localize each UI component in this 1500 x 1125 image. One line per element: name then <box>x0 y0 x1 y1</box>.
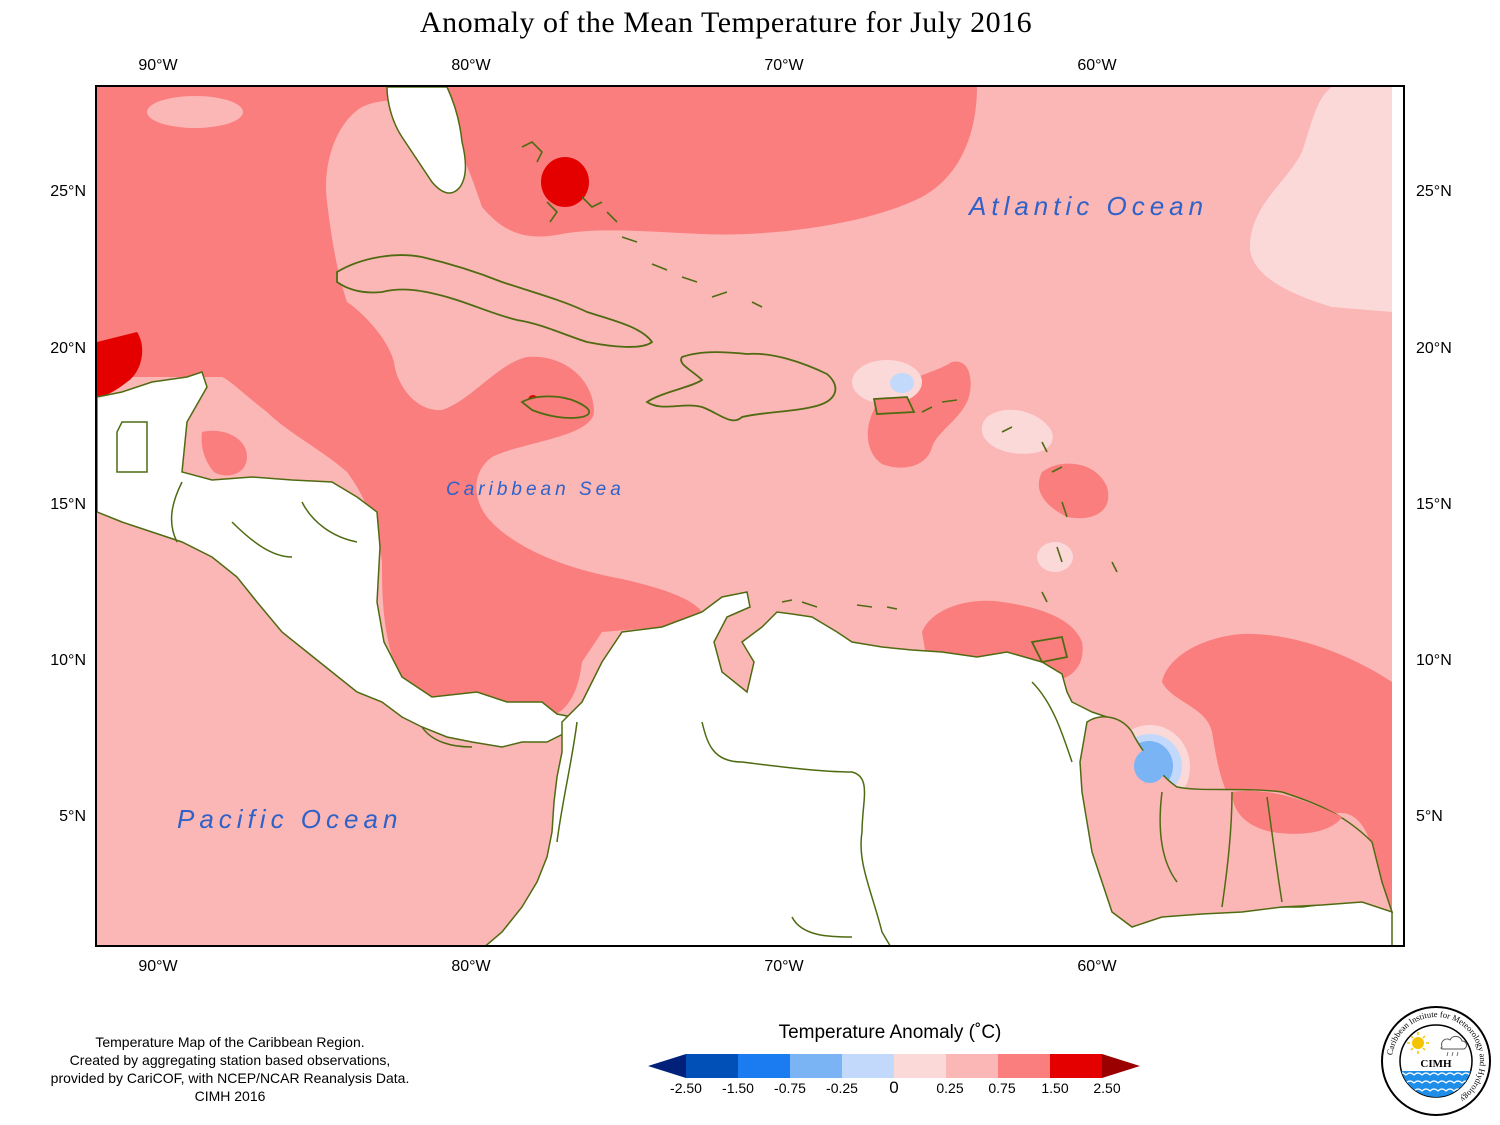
land-trinidad <box>1030 635 1069 664</box>
anomaly-zone-suriname-coast <box>1232 790 1342 834</box>
label-atlantic-ocean: Atlantic Ocean <box>969 191 1209 221</box>
legend-colorbar <box>648 1054 1140 1078</box>
legend-label: 0.75 <box>988 1080 1016 1096</box>
label-caribbean-sea: Caribbean Sea <box>446 479 625 500</box>
lat-tick-left-20n: 20°N <box>50 340 86 357</box>
legend-swatch-1 <box>686 1054 738 1078</box>
legend-swatch-4 <box>842 1054 894 1078</box>
lat-tick-left-15n: 15°N <box>50 496 86 513</box>
cimh-logo: Caribbean Institute for Meteorology and … <box>1381 1006 1491 1116</box>
small-islands <box>521 141 1118 610</box>
lon-tick-bottom-80w: 80°W <box>451 958 491 975</box>
lon-tick-top-90w: 90°W <box>138 57 178 74</box>
legend-swatch-8 <box>1050 1054 1102 1078</box>
lat-tick-right-25n: 25°N <box>1416 183 1452 200</box>
land-puerto-rico <box>872 396 916 415</box>
lon-tick-bottom-60w: 60°W <box>1077 958 1117 975</box>
legend-label: -2.50 <box>670 1080 702 1096</box>
anomaly-zone-guianas <box>1162 633 1392 932</box>
lat-tick-right-15n: 15°N <box>1416 496 1452 513</box>
anomaly-hotspot-yucatan <box>97 332 143 397</box>
lat-tick-left-25n: 25°N <box>50 183 86 200</box>
lon-tick-bottom-70w: 70°W <box>764 958 804 975</box>
anomaly-patch-windwards-neutral <box>1037 542 1073 572</box>
legend-title: Temperature Anomaly (˚C) <box>778 1022 1002 1043</box>
caption-line: Temperature Map of the Caribbean Region. <box>95 1034 365 1050</box>
legend-label: 2.50 <box>1093 1080 1121 1096</box>
anomaly-patch-gulf <box>147 96 243 128</box>
lat-tick-left-10n: 10°N <box>50 652 86 669</box>
land-guianas <box>1079 716 1394 928</box>
lat-tick-right-20n: 20°N <box>1416 340 1452 357</box>
caption-line: CIMH 2016 <box>194 1088 266 1104</box>
map-title: Anomaly of the Mean Temperature for July… <box>419 6 1033 39</box>
anomaly-patch-honduras <box>201 430 247 476</box>
legend-label: 0.25 <box>936 1080 964 1096</box>
rain-icon <box>1446 1051 1459 1057</box>
anomaly-zone-windwards <box>1038 463 1109 519</box>
caption-line: provided by CariCOF, with NCEP/NCAR Rean… <box>50 1070 410 1086</box>
wave-icon <box>1400 1072 1471 1076</box>
legend-swatch-2 <box>738 1054 790 1078</box>
land-south-america-nodata <box>485 591 1393 945</box>
caption-line: Created by aggregating station based obs… <box>69 1052 391 1068</box>
logo-abbr: CIMH <box>1420 1058 1452 1070</box>
no-data-strip <box>1392 87 1403 945</box>
land-central-america <box>97 371 573 748</box>
label-pacific-ocean: Pacific Ocean <box>177 804 403 834</box>
anomaly-zone-puerto-rico <box>867 361 971 468</box>
wave-icon <box>1400 1080 1471 1084</box>
lon-tick-top-80w: 80°W <box>451 57 491 74</box>
land-florida <box>386 87 467 194</box>
sun-rays-icon <box>1407 1032 1429 1054</box>
cloud-icon <box>1440 1035 1467 1050</box>
map-caption: Temperature Map of the Caribbean Region.… <box>20 1033 440 1105</box>
legend-swatch-3 <box>790 1054 842 1078</box>
lon-tick-top-60w: 60°W <box>1077 57 1117 74</box>
anomaly-patch-pr-neutral <box>852 360 922 404</box>
legend-label: -0.25 <box>826 1080 858 1096</box>
legend-label: -1.50 <box>722 1080 754 1096</box>
lon-tick-top-70w: 70°W <box>764 57 804 74</box>
anomaly-patch-leewards <box>981 409 1053 454</box>
legend-label: -0.75 <box>774 1080 806 1096</box>
lat-tick-left-5n: 5°N <box>59 808 86 825</box>
land-jamaica <box>520 395 591 419</box>
legend-swatch-0 <box>648 1054 686 1078</box>
sun-icon <box>1412 1037 1424 1049</box>
anomaly-map: Atlantic Ocean Caribbean Sea Pacific Oce… <box>95 85 1405 947</box>
land-cuba <box>336 254 654 348</box>
legend-swatch-7 <box>998 1054 1050 1078</box>
legend-label: 1.50 <box>1041 1080 1069 1096</box>
lon-tick-bottom-90w: 90°W <box>138 958 178 975</box>
anomaly-zone-ne-atlantic <box>1249 87 1392 312</box>
legend-label-zero: 0 <box>889 1078 899 1097</box>
anomaly-hotspot-bahamas <box>541 157 589 207</box>
lat-tick-right-5n: 5°N <box>1416 808 1443 825</box>
land-hispaniola <box>645 351 837 422</box>
legend-swatch-9 <box>1102 1054 1140 1078</box>
legend-swatch-5 <box>894 1054 946 1078</box>
lat-tick-right-10n: 10°N <box>1416 652 1452 669</box>
anomaly-patch-pr-cool <box>890 373 914 393</box>
map-canvas <box>97 87 1403 945</box>
legend-swatch-6 <box>946 1054 998 1078</box>
anomaly-guyana-core <box>1134 749 1166 783</box>
country-borders <box>116 421 1283 945</box>
